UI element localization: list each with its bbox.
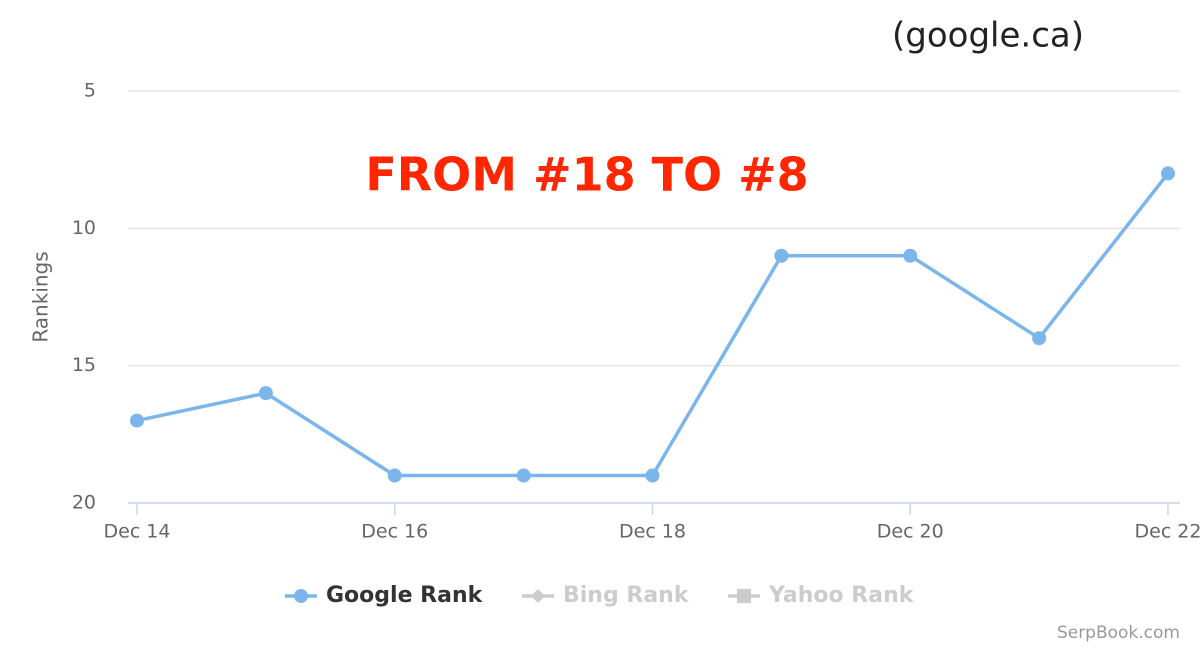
point [774, 248, 789, 263]
credit: SerpBook.com [1057, 623, 1180, 643]
x-tick-label: Dec 18 [619, 521, 686, 543]
point [1161, 166, 1175, 181]
x-tick-label: Dec 14 [104, 521, 171, 543]
y-tick-label: 10 [72, 217, 96, 239]
chart-subtitle: (google.ca) [892, 16, 1084, 56]
legend-marker [531, 589, 545, 603]
legend-label[interactable]: Google Rank [326, 583, 484, 608]
y-axis-title: Rankings [29, 251, 53, 342]
legend-marker [737, 589, 751, 603]
y-tick-label: 5 [84, 80, 96, 102]
point [903, 248, 918, 263]
point [387, 468, 402, 483]
point [645, 468, 660, 483]
point [516, 468, 531, 483]
annotation: FROM #18 TO #8 [365, 148, 808, 202]
y-tick-label: 15 [72, 354, 96, 376]
x-tick-label: Dec 16 [361, 521, 428, 543]
point [130, 413, 144, 428]
y-tick-label: 20 [72, 492, 96, 514]
legend-label[interactable]: Yahoo Rank [768, 583, 915, 608]
legend-label[interactable]: Bing Rank [563, 583, 690, 608]
x-tick-label: Dec 22 [1135, 521, 1200, 543]
point [1032, 331, 1047, 346]
legend-marker [294, 589, 308, 603]
point [258, 386, 273, 401]
x-tick-label: Dec 20 [877, 521, 944, 543]
series-line [136, 172, 1170, 478]
